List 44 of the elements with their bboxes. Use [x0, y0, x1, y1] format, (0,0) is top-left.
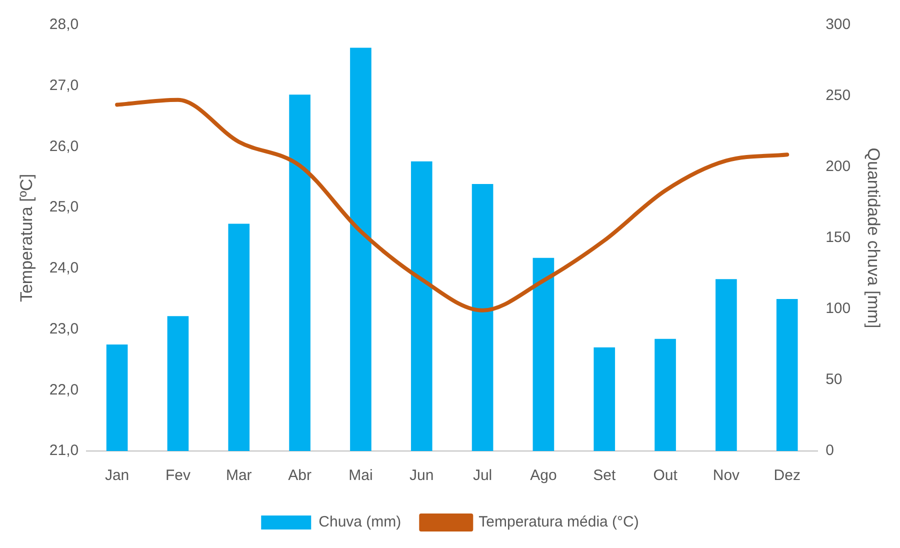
- x-tick-label: Mar: [226, 467, 252, 484]
- bar: [289, 94, 310, 451]
- bar: [716, 279, 737, 451]
- y-tick-label: 21,0: [49, 442, 79, 460]
- y-tick-label: 23,0: [49, 320, 79, 338]
- legend-label: Temperatura média (°C): [478, 514, 639, 531]
- x-tick-label: Set: [593, 467, 616, 484]
- line-series: [115, 98, 790, 312]
- bar: [410, 161, 432, 451]
- y2-tick-label: 50: [826, 371, 842, 388]
- y2-tick-label: 150: [826, 229, 851, 246]
- x-tick-label: Jul: [472, 467, 492, 484]
- y2-tick-label: 100: [826, 300, 851, 318]
- bar: [776, 299, 798, 451]
- y-axis-title: Temperatura [ºC]: [16, 174, 36, 302]
- bar: [654, 338, 676, 451]
- y2-tick-label: 0: [826, 442, 834, 460]
- x-tick-label: Jan: [104, 467, 130, 484]
- y2-tick-label: 300: [826, 16, 851, 34]
- bar: [350, 48, 372, 451]
- y-tick-label: 22,0: [49, 381, 79, 398]
- x-tick-label: Abr: [288, 467, 312, 484]
- y-tick-label: 25,0: [49, 198, 79, 216]
- y2-tick-label: 200: [826, 158, 851, 176]
- y2-tick-label: 250: [826, 87, 851, 104]
- bar: [594, 347, 616, 451]
- y2-axis-title: Quantidade chuva [mm]: [864, 148, 884, 328]
- x-tick-label: Jun: [410, 467, 434, 484]
- x-tick-label: Fev: [165, 467, 191, 484]
- legend-label: Chuva (mm): [318, 514, 402, 531]
- x-tick-label: Dez: [774, 467, 800, 484]
- bar: [167, 316, 189, 451]
- bar: [228, 224, 250, 451]
- x-tick-label: Nov: [712, 467, 740, 484]
- y-tick-label: 24,0: [49, 260, 79, 277]
- y-tick-label: 28,0: [49, 16, 79, 34]
- bar: [472, 184, 494, 451]
- x-tick-label: Out: [653, 467, 678, 484]
- x-tick-label: Mai: [348, 467, 373, 484]
- bar: [106, 344, 128, 451]
- y-tick-label: 27,0: [49, 77, 79, 94]
- y-tick-label: 26,0: [49, 138, 79, 155]
- x-tick-label: Ago: [530, 467, 557, 484]
- bar: [532, 258, 554, 451]
